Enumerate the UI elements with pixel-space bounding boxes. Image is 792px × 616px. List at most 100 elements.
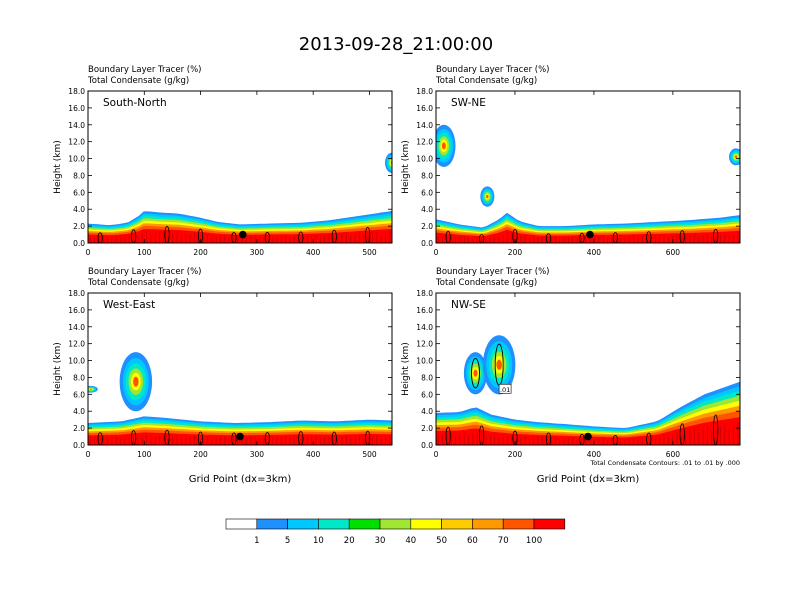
- condensate-contour: [365, 226, 371, 243]
- condensate-contour: [445, 231, 451, 243]
- y-axis-label: Height (km): [53, 342, 63, 396]
- colorbar-label: 100: [526, 536, 542, 546]
- y-tick-label: 0.0: [421, 239, 433, 248]
- panels: Boundary Layer Tracer (%)Total Condensat…: [53, 65, 741, 485]
- upper-cloud-ring: [734, 155, 738, 159]
- colorbar-swatch: [410, 518, 442, 530]
- panel-west-east: Boundary Layer Tracer (%)Total Condensat…: [53, 267, 393, 485]
- y-tick-label: 14.0: [416, 121, 433, 130]
- panel-background: [436, 91, 740, 243]
- x-tick-label: 500: [362, 450, 377, 459]
- colorbar-label: 10: [313, 536, 324, 546]
- x-tick-label: 200: [193, 450, 208, 459]
- panel-frame: [435, 292, 741, 446]
- y-tick-label: 8.0: [421, 373, 433, 382]
- y-tick-label: 16.0: [68, 104, 85, 113]
- figure-title: 2013-09-28_21:00:00: [299, 34, 493, 55]
- y-tick-label: 6.0: [73, 390, 85, 399]
- condensate-contour: [679, 230, 685, 243]
- upper-cloud-ring: [496, 359, 502, 370]
- colorbar-label: 30: [375, 536, 386, 546]
- panel-label: NW-SE: [451, 299, 486, 311]
- y-tick-label: 18.0: [416, 289, 433, 298]
- panel-subtitle: Boundary Layer Tracer (%): [88, 65, 202, 75]
- y-tick-label: 16.0: [416, 306, 433, 315]
- x-tick-label: 100: [137, 248, 152, 257]
- y-tick-label: 14.0: [68, 121, 85, 130]
- y-tick-label: 0.0: [73, 239, 85, 248]
- y-tick-label: 14.0: [68, 323, 85, 332]
- condensate-contour: [545, 233, 552, 243]
- y-tick-label: 2.0: [421, 222, 433, 231]
- y-tick-label: 2.0: [73, 424, 85, 433]
- y-tick-label: 4.0: [73, 205, 85, 214]
- x-tick-label: 400: [306, 248, 321, 257]
- panel-subtitle: Total Condensate (g/kg): [87, 76, 189, 86]
- x-tick-label: 0: [434, 450, 439, 459]
- colorbar-swatch: [441, 518, 473, 530]
- y-tick-label: 8.0: [421, 171, 433, 180]
- y-tick-label: 10.0: [68, 155, 85, 164]
- y-tick-label: 6.0: [421, 390, 433, 399]
- y-tick-label: 8.0: [73, 171, 85, 180]
- condensate-contour: [479, 234, 485, 243]
- y-tick-label: 16.0: [416, 104, 433, 113]
- condensate-contour: [471, 357, 480, 389]
- panel-plot-area: [436, 91, 740, 243]
- panel-sw-ne: Boundary Layer Tracer (%)Total Condensat…: [401, 65, 741, 257]
- y-tick-label: 6.0: [421, 188, 433, 197]
- x-tick-label: 100: [137, 450, 152, 459]
- panel-plot-area: [88, 293, 392, 445]
- x-tick-label: 400: [306, 450, 321, 459]
- panel-subtitle: Boundary Layer Tracer (%): [436, 65, 550, 75]
- colorbar-swatch: [472, 518, 504, 530]
- panel-plot-area: [436, 293, 740, 445]
- panel-frame: [87, 292, 393, 446]
- x-axis-label: Grid Point (dx=3km): [189, 474, 292, 485]
- x-axis-label: Grid Point (dx=3km): [537, 474, 640, 485]
- x-tick-label: 500: [362, 248, 377, 257]
- x-tick-label: 200: [508, 248, 523, 257]
- y-tick-label: 4.0: [421, 205, 433, 214]
- x-tick-label: 600: [666, 248, 681, 257]
- panel-subtitle: Total Condensate (g/kg): [435, 76, 537, 86]
- x-tick-label: 400: [587, 450, 602, 459]
- colorbar-label: 5: [285, 536, 290, 546]
- colorbar-swatch: [256, 518, 288, 530]
- y-axis-label: Height (km): [53, 140, 63, 194]
- colorbar-label: 40: [405, 536, 416, 546]
- y-tick-label: 8.0: [73, 373, 85, 382]
- condensate-contour: [365, 430, 371, 445]
- x-tick-label: 300: [250, 248, 265, 257]
- panel-label: South-North: [103, 97, 167, 109]
- location-marker: [584, 432, 592, 441]
- panel-plot-area: [88, 91, 392, 243]
- x-tick-label: 0: [434, 248, 439, 257]
- panel-label: SW-NE: [451, 97, 486, 109]
- upper-cloud-ring: [486, 194, 489, 199]
- panel-subtitle: Total Condensate (g/kg): [87, 278, 189, 288]
- y-tick-label: 12.0: [416, 138, 433, 147]
- condensate-contour: [579, 232, 585, 243]
- panel-subtitle: Total Condensate (g/kg): [435, 278, 537, 288]
- y-tick-label: 10.0: [416, 357, 433, 366]
- contour-label-box: [498, 383, 512, 394]
- y-tick-label: 12.0: [68, 138, 85, 147]
- colorbar-label: 20: [344, 536, 355, 546]
- condensate-contour: [713, 228, 719, 243]
- panel-subtitle: Boundary Layer Tracer (%): [88, 267, 202, 277]
- y-tick-label: 18.0: [68, 87, 85, 96]
- location-marker: [239, 230, 247, 239]
- colorbar-swatch: [318, 518, 350, 530]
- y-tick-label: 2.0: [421, 424, 433, 433]
- condensate-contour: [231, 232, 237, 243]
- upper-cloud-ring: [133, 376, 139, 387]
- condensate-contour: [131, 229, 137, 243]
- y-tick-label: 0.0: [73, 441, 85, 450]
- y-tick-label: 12.0: [416, 340, 433, 349]
- y-axis-label: Height (km): [401, 342, 411, 396]
- colorbar-swatch: [502, 518, 535, 530]
- condensate-contour: [679, 423, 685, 445]
